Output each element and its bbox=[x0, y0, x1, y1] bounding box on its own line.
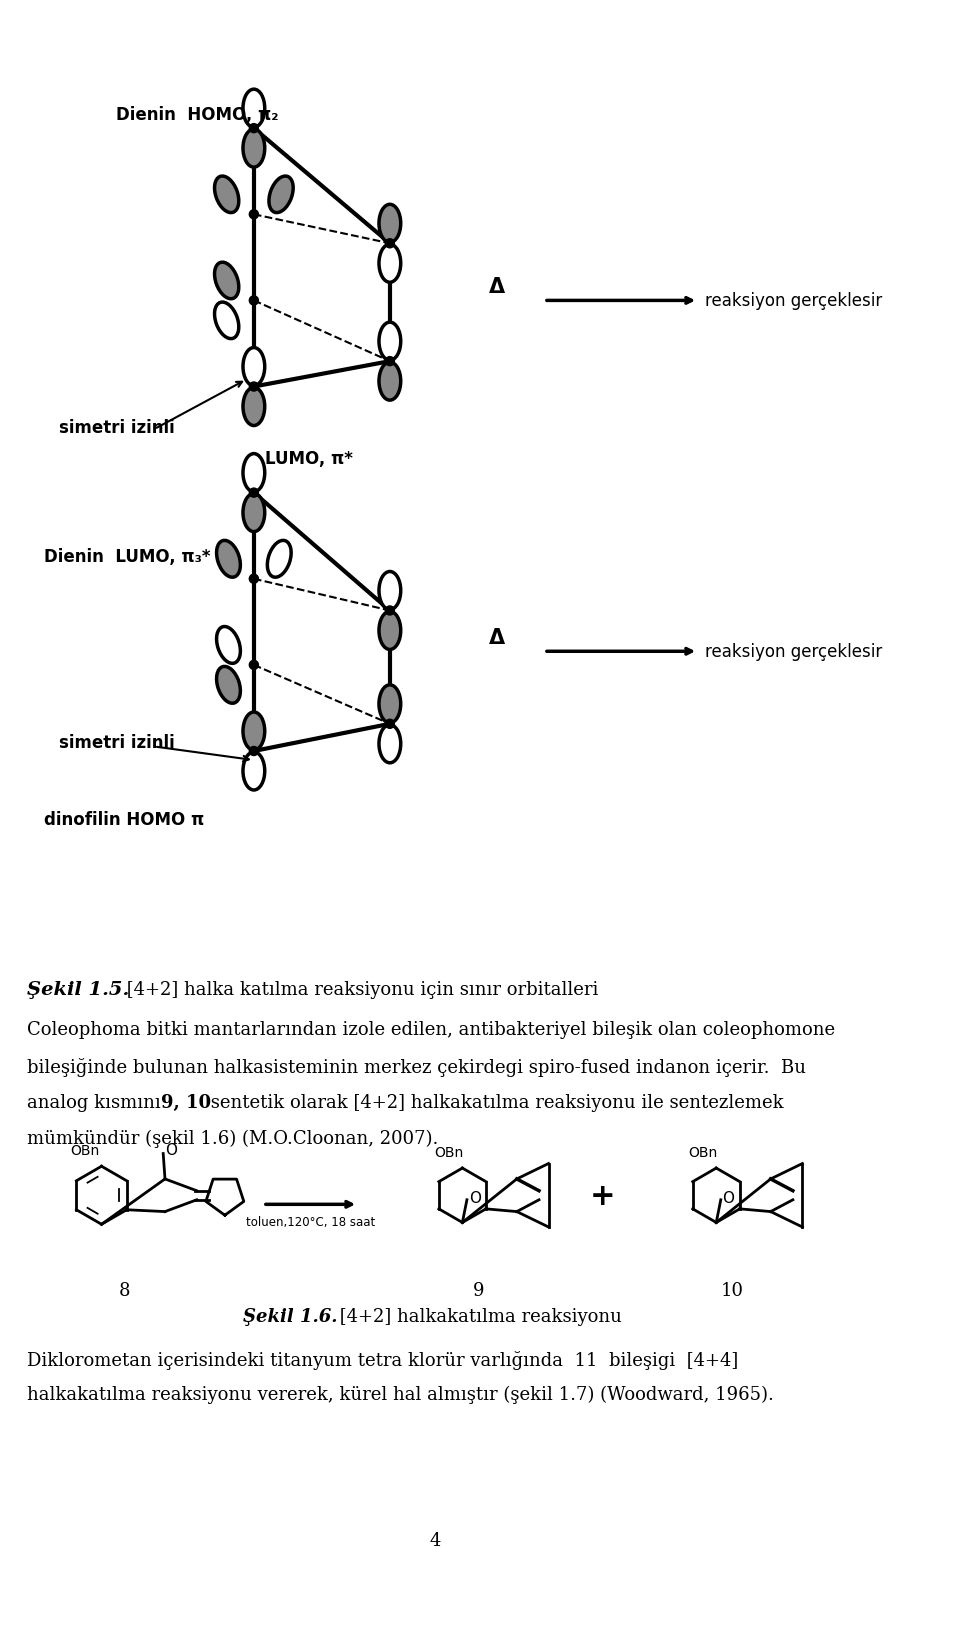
Ellipse shape bbox=[379, 205, 400, 243]
Circle shape bbox=[250, 384, 258, 392]
Circle shape bbox=[250, 125, 258, 134]
Text: bileşiğinde bulunan halkasisteminin merkez çekirdegi spiro-fused indanon içerir.: bileşiğinde bulunan halkasisteminin merk… bbox=[27, 1057, 806, 1075]
Text: reaksiyon gerçeklesir: reaksiyon gerçeklesir bbox=[706, 642, 882, 661]
Text: 8: 8 bbox=[118, 1282, 130, 1300]
Text: analog kısmını: analog kısmını bbox=[27, 1093, 167, 1111]
Text: [4+2] halka katılma reaksiyonu için sınır orbitalleri: [4+2] halka katılma reaksiyonu için sını… bbox=[121, 980, 598, 998]
Text: +: + bbox=[590, 1182, 615, 1210]
Ellipse shape bbox=[379, 323, 400, 361]
Text: toluen,120°C, 18 saat: toluen,120°C, 18 saat bbox=[246, 1216, 375, 1229]
Text: OBn: OBn bbox=[434, 1146, 464, 1159]
Text: simetri izinli: simetri izinli bbox=[59, 734, 175, 751]
Ellipse shape bbox=[243, 454, 265, 492]
Text: 10: 10 bbox=[721, 1282, 744, 1300]
Text: LUMO, π*: LUMO, π* bbox=[265, 449, 352, 467]
Ellipse shape bbox=[217, 541, 240, 579]
Ellipse shape bbox=[379, 362, 400, 402]
Ellipse shape bbox=[214, 177, 239, 213]
Text: Diklorometan içerisindeki titanyum tetra klorür varlığında  11  bileşigi  [4+4]: Diklorometan içerisindeki titanyum tetra… bbox=[27, 1351, 738, 1370]
Circle shape bbox=[250, 747, 258, 756]
Ellipse shape bbox=[214, 262, 239, 300]
Ellipse shape bbox=[379, 572, 400, 610]
Text: OBn: OBn bbox=[688, 1146, 717, 1159]
Ellipse shape bbox=[243, 90, 265, 128]
Text: 9: 9 bbox=[473, 1282, 485, 1300]
Circle shape bbox=[385, 720, 395, 729]
Text: Şekil 1.5.: Şekil 1.5. bbox=[27, 980, 130, 998]
Text: OBn: OBn bbox=[71, 1144, 100, 1157]
Text: O: O bbox=[468, 1190, 481, 1205]
Text: Δ: Δ bbox=[489, 277, 505, 297]
Text: dinofilin HOMO π: dinofilin HOMO π bbox=[43, 811, 204, 828]
Text: sentetik olarak [4+2] halkakatılma reaksiyonu ile sentezlemek: sentetik olarak [4+2] halkakatılma reaks… bbox=[204, 1093, 783, 1111]
Circle shape bbox=[250, 575, 258, 583]
Ellipse shape bbox=[243, 752, 265, 790]
Ellipse shape bbox=[379, 246, 400, 284]
Ellipse shape bbox=[243, 388, 265, 426]
Text: Dienin  LUMO, π₃*: Dienin LUMO, π₃* bbox=[43, 547, 210, 565]
Ellipse shape bbox=[243, 713, 265, 751]
Circle shape bbox=[250, 297, 258, 306]
Ellipse shape bbox=[217, 667, 240, 703]
Text: Coleophoma bitki mantarlarından izole edilen, antibakteriyel bileşik olan coleop: Coleophoma bitki mantarlarından izole ed… bbox=[27, 1021, 835, 1039]
Text: 9, 10: 9, 10 bbox=[161, 1093, 211, 1111]
Circle shape bbox=[385, 239, 395, 249]
Text: Δ: Δ bbox=[489, 628, 505, 647]
Text: simetri izinli: simetri izinli bbox=[59, 420, 175, 438]
Ellipse shape bbox=[379, 685, 400, 723]
Ellipse shape bbox=[267, 541, 291, 579]
Ellipse shape bbox=[379, 611, 400, 651]
Text: Dienin  HOMO, π₂: Dienin HOMO, π₂ bbox=[116, 105, 278, 123]
Ellipse shape bbox=[243, 349, 265, 387]
Text: [4+2] halkakatılma reaksiyonu: [4+2] halkakatılma reaksiyonu bbox=[334, 1306, 621, 1324]
Ellipse shape bbox=[243, 129, 265, 169]
Circle shape bbox=[385, 606, 395, 616]
Ellipse shape bbox=[243, 495, 265, 533]
Text: O: O bbox=[165, 1142, 177, 1157]
Ellipse shape bbox=[214, 303, 239, 339]
Text: O: O bbox=[723, 1190, 734, 1205]
Text: reaksiyon gerçeklesir: reaksiyon gerçeklesir bbox=[706, 292, 882, 310]
Text: 4: 4 bbox=[429, 1531, 441, 1549]
Circle shape bbox=[250, 661, 258, 670]
Circle shape bbox=[250, 210, 258, 220]
Ellipse shape bbox=[217, 628, 240, 664]
Ellipse shape bbox=[269, 177, 293, 213]
Circle shape bbox=[250, 488, 258, 498]
Text: halkakatılma reaksiyonu vererek, kürel hal almıştır (şekil 1.7) (Woodward, 1965): halkakatılma reaksiyonu vererek, kürel h… bbox=[27, 1385, 774, 1403]
Ellipse shape bbox=[379, 726, 400, 764]
Text: mümkündür (şekil 1.6) (M.O.Cloonan, 2007).: mümkündür (şekil 1.6) (M.O.Cloonan, 2007… bbox=[27, 1129, 439, 1147]
Circle shape bbox=[385, 357, 395, 367]
Text: Şekil 1.6.: Şekil 1.6. bbox=[243, 1306, 338, 1324]
